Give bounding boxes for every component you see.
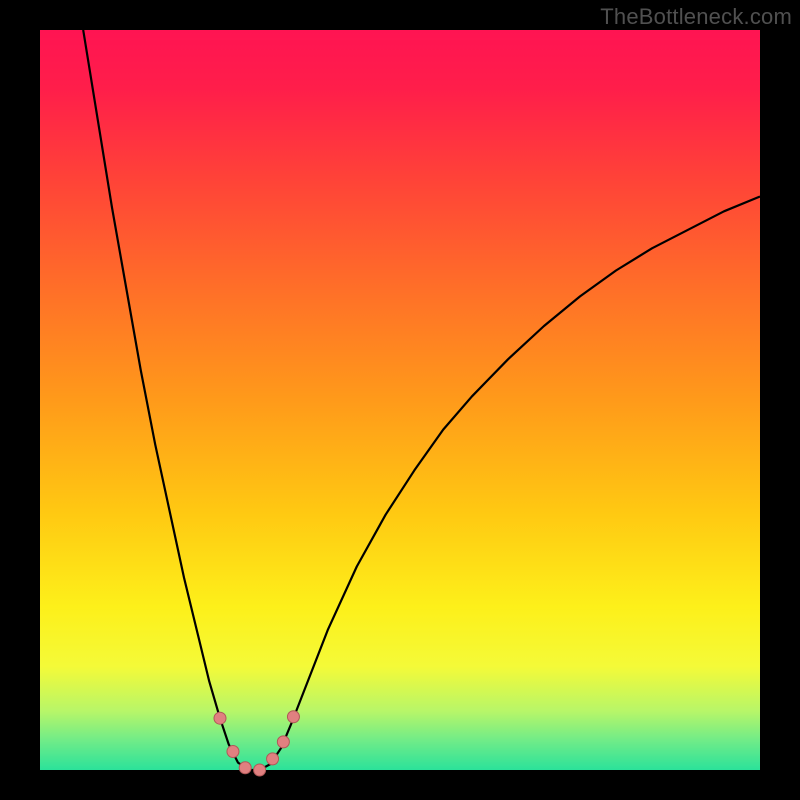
curve-marker	[277, 736, 289, 748]
curve-marker	[227, 746, 239, 758]
plot-background	[40, 30, 760, 770]
curve-marker	[254, 764, 266, 776]
curve-marker	[267, 753, 279, 765]
bottleneck-chart	[0, 0, 800, 800]
watermark-label: TheBottleneck.com	[600, 4, 792, 30]
curve-marker	[214, 712, 226, 724]
curve-marker	[239, 762, 251, 774]
chart-container: { "watermark": { "text": "TheBottleneck.…	[0, 0, 800, 800]
curve-marker	[287, 711, 299, 723]
